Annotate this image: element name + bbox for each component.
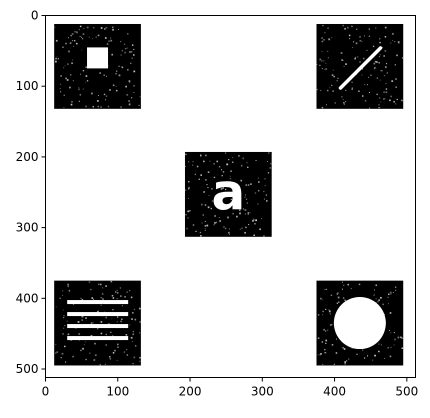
white-horizontal-line [67, 336, 129, 341]
panel-center: a [184, 151, 272, 237]
y-axis: 0 100 200 300 400 500 [16, 9, 46, 376]
panels: a [54, 23, 404, 366]
x-tick-label: 100 [106, 385, 129, 399]
y-tick-label: 200 [16, 150, 39, 164]
noise-speckles [316, 24, 404, 109]
panel-bottom-left [54, 280, 141, 366]
y-tick-label: 400 [16, 291, 39, 305]
white-diagonal-line [338, 46, 383, 90]
y-tick-label: 300 [16, 221, 39, 235]
x-tick-label: 400 [323, 385, 346, 399]
white-square [87, 47, 109, 69]
panel-top-right [316, 23, 404, 109]
panel-bottom-right [316, 280, 404, 366]
white-horizontal-line [67, 300, 129, 305]
y-tick-label: 0 [31, 9, 39, 23]
image-plot: a [45, 15, 416, 378]
x-tick-label: 500 [395, 385, 418, 399]
noise-speckles [184, 152, 272, 237]
panel-top-left [54, 23, 141, 109]
plot-frame [45, 15, 416, 378]
white-horizontal-line [67, 324, 129, 329]
letter-glyph: a [211, 163, 245, 221]
white-circle [333, 297, 386, 350]
x-tick-label: 0 [42, 385, 50, 399]
y-tick-label: 500 [16, 362, 39, 376]
white-horizontal-line [67, 312, 129, 317]
x-axis: 0 100 200 300 400 500 [42, 377, 418, 399]
x-tick-label: 200 [179, 385, 202, 399]
panel-background [184, 151, 272, 237]
y-tick-label: 100 [16, 79, 39, 93]
panel-background [54, 280, 141, 366]
x-tick-label: 300 [251, 385, 274, 399]
